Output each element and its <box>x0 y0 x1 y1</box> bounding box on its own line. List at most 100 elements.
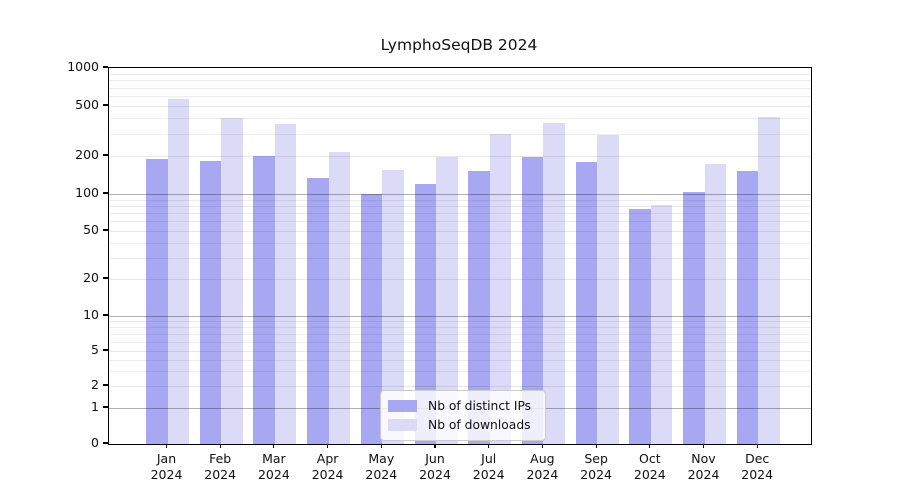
bar-downloads <box>328 152 351 444</box>
y-tick-label: 50 <box>83 222 99 237</box>
y-tick-label: 1 <box>91 399 99 414</box>
x-tick-mark <box>541 444 543 449</box>
bar-distinct-ips <box>307 178 329 444</box>
x-tick-label: Jan 2024 <box>150 451 183 482</box>
gridline <box>109 231 811 232</box>
gridline <box>109 205 811 207</box>
gridline <box>109 321 811 323</box>
legend-label-distinct-ips: Nb of distinct IPs <box>428 398 532 413</box>
bar-distinct-ips <box>736 171 759 444</box>
y-tick-label: 200 <box>75 147 99 162</box>
x-tick-mark <box>219 444 221 449</box>
y-tick-mark <box>103 314 108 316</box>
bar-distinct-ips <box>146 158 168 444</box>
bar-distinct-ips <box>253 156 275 444</box>
gridline <box>109 73 811 75</box>
x-tick-mark <box>488 444 490 449</box>
gridline <box>109 118 811 120</box>
gridline <box>109 351 811 352</box>
x-tick-label: Jun 2024 <box>419 451 451 482</box>
gridline <box>109 386 811 387</box>
y-tick-mark <box>103 442 108 444</box>
y-tick-label: 2 <box>91 377 99 392</box>
x-tick-mark <box>702 444 705 449</box>
bar-downloads <box>436 156 458 444</box>
x-tick-mark <box>273 444 275 449</box>
legend-item-downloads: Nb of downloads <box>388 415 537 434</box>
y-tick-label: 20 <box>83 270 99 285</box>
y-tick-mark <box>103 384 108 386</box>
bar-distinct-ips <box>414 184 436 444</box>
gridline <box>109 341 811 343</box>
bar-distinct-ips <box>629 209 651 444</box>
y-tick-mark <box>103 277 108 279</box>
y-tick-label: 10 <box>83 307 99 322</box>
bar-distinct-ips <box>468 171 490 444</box>
gridline <box>109 242 811 244</box>
x-tick-label: May 2024 <box>365 451 398 482</box>
x-tick-label: Jul 2024 <box>472 451 505 482</box>
y-tick-mark <box>103 154 108 156</box>
bar-distinct-ips <box>683 192 705 444</box>
gridline <box>109 359 811 361</box>
y-tick-mark <box>103 229 108 231</box>
chart-title: LymphoSeqDB 2024 <box>380 36 538 54</box>
gridline <box>109 96 811 97</box>
gridline <box>109 334 811 335</box>
gridline <box>109 316 811 317</box>
gridline <box>109 213 811 214</box>
x-tick-mark <box>380 444 382 449</box>
y-tick-mark <box>103 66 108 68</box>
bar-distinct-ips <box>521 157 544 444</box>
plot-area: Nb of distinct IPs Nb of downloads <box>108 67 812 445</box>
gridline <box>109 80 811 82</box>
gridline <box>109 279 811 280</box>
x-tick-label: Sep 2024 <box>580 451 612 482</box>
y-tick-label: 0 <box>91 435 99 450</box>
gridline <box>109 257 811 259</box>
gridline <box>109 87 811 89</box>
gridline <box>109 194 811 195</box>
y-tick-label: 500 <box>75 97 99 112</box>
gridline <box>109 106 811 107</box>
x-tick-mark <box>595 444 597 449</box>
bar-distinct-ips <box>575 161 598 444</box>
gridline <box>109 156 811 157</box>
x-tick-mark <box>649 444 651 449</box>
bar-downloads <box>650 205 673 444</box>
x-tick-mark <box>434 444 436 449</box>
gridline <box>109 221 811 223</box>
bar-downloads <box>758 116 780 444</box>
y-tick-mark <box>103 349 108 351</box>
legend-label-downloads: Nb of downloads <box>428 417 531 432</box>
y-tick-mark <box>103 192 108 194</box>
legend: Nb of distinct IPs Nb of downloads <box>380 390 546 441</box>
gridline <box>109 327 811 329</box>
bar-downloads <box>489 134 512 444</box>
y-tick-label: 100 <box>75 185 99 200</box>
x-tick-label: Dec 2024 <box>741 451 774 482</box>
gridline <box>109 133 811 135</box>
bar-downloads <box>274 123 297 444</box>
bar-downloads <box>543 123 565 444</box>
y-tick-label: 5 <box>91 342 99 357</box>
x-tick-label: Oct 2024 <box>633 451 666 482</box>
bar-downloads <box>704 164 726 444</box>
x-tick-mark <box>756 444 758 449</box>
x-tick-mark <box>327 444 329 449</box>
y-tick-mark <box>103 104 108 106</box>
legend-swatch-distinct-ips <box>388 399 417 412</box>
gridline <box>109 199 811 201</box>
x-tick-label: Mar 2024 <box>257 451 290 482</box>
bar-distinct-ips <box>360 194 383 444</box>
bar-downloads <box>597 134 619 444</box>
y-tick-mark <box>103 406 108 408</box>
bar-downloads <box>382 170 404 444</box>
bar-downloads <box>221 118 243 444</box>
y-tick-label: 1000 <box>67 59 99 74</box>
gridline <box>109 370 811 372</box>
x-tick-mark <box>165 444 168 449</box>
bar-distinct-ips <box>199 160 222 444</box>
x-tick-label: Apr 2024 <box>311 451 344 482</box>
